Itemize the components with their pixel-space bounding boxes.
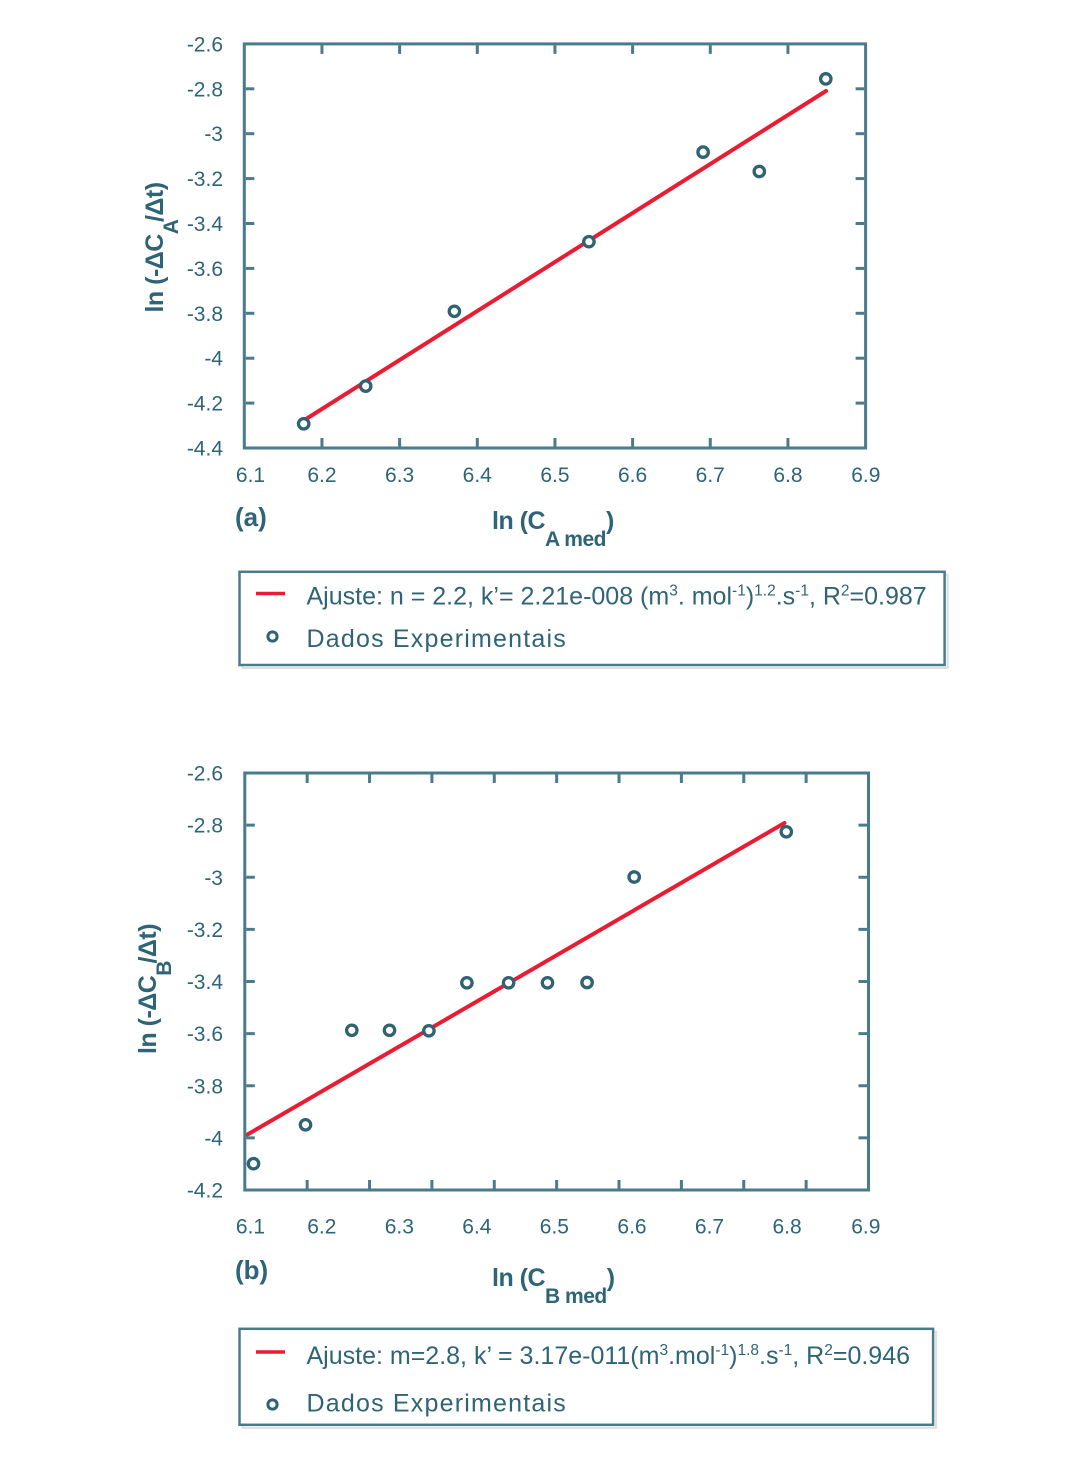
svg-text:6.4: 6.4 — [463, 464, 493, 487]
svg-text:-2.8: -2.8 — [187, 815, 223, 838]
svg-text:-3.6: -3.6 — [187, 258, 223, 281]
svg-text:-3.2: -3.2 — [187, 168, 223, 191]
svg-text:6.8: 6.8 — [772, 1216, 801, 1239]
svg-text:-3.6: -3.6 — [187, 1023, 223, 1046]
svg-text:-3.2: -3.2 — [187, 919, 223, 942]
svg-text:Ajuste: n = 2.2, k’= 2.21e-008: Ajuste: n = 2.2, k’= 2.21e-008 (m3​. mol… — [307, 583, 927, 611]
svg-text:6.9: 6.9 — [851, 464, 880, 487]
svg-text:-3: -3 — [204, 867, 223, 890]
svg-text:-4: -4 — [204, 1127, 223, 1150]
svg-text:6.7: 6.7 — [695, 1216, 724, 1239]
svg-text:6.2: 6.2 — [307, 464, 336, 487]
svg-text:6.8: 6.8 — [773, 464, 802, 487]
svg-text:-2.8: -2.8 — [187, 78, 223, 101]
svg-text:-3: -3 — [204, 123, 223, 146]
svg-text:6.4: 6.4 — [462, 1216, 492, 1239]
svg-text:6.6: 6.6 — [617, 1216, 646, 1239]
svg-text:6.1: 6.1 — [236, 464, 265, 487]
svg-text:-4.4: -4.4 — [187, 438, 224, 461]
svg-text:(b): (b) — [235, 1255, 268, 1285]
svg-text:6.2: 6.2 — [307, 1216, 336, 1239]
svg-text:-3.4: -3.4 — [187, 971, 224, 994]
svg-text:-2.6: -2.6 — [187, 763, 223, 786]
svg-text:-4: -4 — [204, 348, 223, 371]
svg-text:6.7: 6.7 — [696, 464, 725, 487]
svg-text:6.6: 6.6 — [618, 464, 647, 487]
svg-text:-4.2: -4.2 — [187, 1180, 223, 1203]
svg-text:6.3: 6.3 — [385, 1216, 414, 1239]
svg-text:Dados Experimentais: Dados Experimentais — [307, 625, 567, 653]
svg-text:Ajuste: m=2.8, k’ = 3.17e-011(: Ajuste: m=2.8, k’ = 3.17e-011(m3​.mol-1​… — [307, 1342, 911, 1370]
svg-text:-3.8: -3.8 — [187, 303, 223, 326]
svg-text:6.1: 6.1 — [236, 1216, 265, 1239]
svg-text:6.9: 6.9 — [851, 1216, 880, 1239]
svg-text:-2.6: -2.6 — [187, 33, 223, 56]
svg-text:6.5: 6.5 — [540, 464, 569, 487]
svg-text:Dados Experimentais: Dados Experimentais — [307, 1390, 567, 1418]
svg-text:6.3: 6.3 — [385, 464, 414, 487]
svg-text:-3.8: -3.8 — [187, 1075, 223, 1098]
svg-text:(a): (a) — [235, 502, 267, 532]
svg-text:6.5: 6.5 — [540, 1216, 569, 1239]
svg-text:-3.4: -3.4 — [187, 213, 224, 236]
svg-text:-4.2: -4.2 — [187, 393, 223, 416]
